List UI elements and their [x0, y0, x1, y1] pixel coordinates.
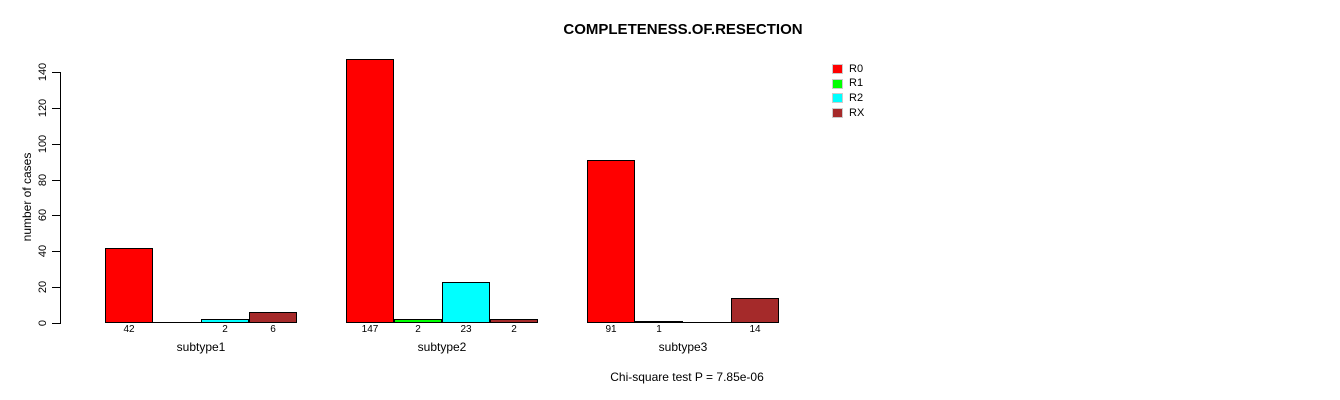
y-tick-label: 80 — [37, 173, 49, 187]
legend-swatch-r1 — [832, 78, 843, 89]
y-tick-label: 60 — [37, 208, 49, 222]
y-tick-label: 20 — [37, 280, 49, 294]
y-tick-label: 100 — [37, 134, 49, 154]
y-tick-mark — [52, 180, 61, 181]
bar-value-label: 14 — [749, 324, 761, 335]
bar-value-label: 2 — [222, 324, 228, 335]
bar-r2-subtype1 — [201, 319, 249, 323]
bar-value-label: 6 — [270, 324, 276, 335]
y-axis-line — [60, 72, 61, 323]
legend-label: R0 — [849, 62, 864, 75]
bar-r1-subtype3 — [635, 321, 683, 323]
y-tick-mark — [52, 323, 61, 324]
chi-square-annotation: Chi-square test P = 7.85e-06 — [610, 370, 764, 384]
chart-title: COMPLETENESS.OF.RESECTION — [563, 21, 803, 38]
bar-value-label: 2 — [415, 324, 421, 335]
bar-rx-subtype3 — [731, 298, 779, 323]
bar-r1-subtype2 — [394, 319, 442, 323]
y-tick-label: 40 — [37, 244, 49, 258]
bar-rx-subtype1 — [249, 312, 297, 323]
bar-value-label: 147 — [361, 324, 379, 335]
y-tick-label: 140 — [37, 62, 49, 82]
bar-rx-subtype2 — [490, 319, 538, 323]
legend: R0 R1 R2 RX — [832, 62, 864, 120]
legend-swatch-r2 — [832, 93, 843, 104]
legend-swatch-r0 — [832, 64, 843, 75]
bar-r2-subtype3 — [683, 322, 731, 323]
category-label: subtype2 — [417, 340, 467, 354]
y-tick-mark — [52, 287, 61, 288]
bar-value-label: 1 — [656, 324, 662, 335]
legend-item: RX — [832, 106, 864, 121]
y-tick-label: 120 — [37, 98, 49, 118]
legend-label: R2 — [849, 91, 864, 104]
legend-item: R1 — [832, 77, 864, 92]
y-tick-mark — [52, 72, 61, 73]
category-label: subtype1 — [176, 340, 226, 354]
y-axis-title: number of cases — [20, 152, 34, 242]
category-label: subtype3 — [658, 340, 708, 354]
legend-label: RX — [849, 106, 865, 119]
bar-value-label: 91 — [605, 324, 617, 335]
bar-value-label: 2 — [511, 324, 517, 335]
y-tick-label: 0 — [37, 319, 49, 327]
legend-item: R2 — [832, 91, 864, 106]
bar-r1-subtype1 — [153, 322, 201, 323]
legend-label: R1 — [849, 77, 864, 90]
bar-value-label: 42 — [123, 324, 135, 335]
legend-item: R0 — [832, 62, 864, 77]
y-tick-mark — [52, 251, 61, 252]
legend-swatch-rx — [832, 108, 843, 119]
bar-r2-subtype2 — [442, 282, 490, 323]
y-tick-mark — [52, 144, 61, 145]
y-tick-mark — [52, 108, 61, 109]
bar-r0-subtype3 — [587, 160, 635, 323]
bar-r0-subtype1 — [105, 248, 153, 323]
bar-r0-subtype2 — [346, 59, 394, 323]
y-tick-mark — [52, 215, 61, 216]
bar-value-label: 23 — [460, 324, 472, 335]
